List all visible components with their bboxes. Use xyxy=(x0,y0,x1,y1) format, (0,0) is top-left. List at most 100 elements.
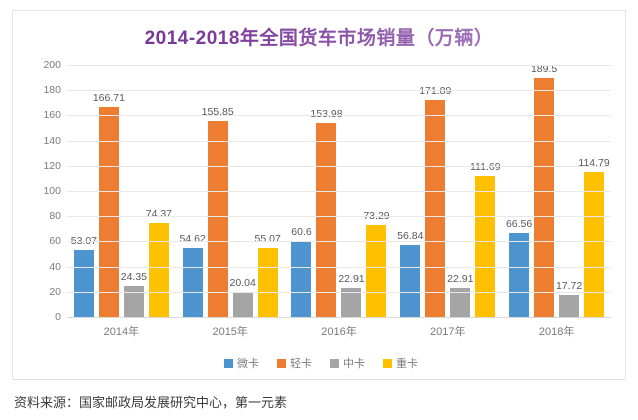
gridline xyxy=(67,65,611,66)
legend-swatch-icon xyxy=(383,358,392,368)
bar-slot: 56.84 xyxy=(397,65,424,317)
bar-slot: 166.71 xyxy=(93,65,125,317)
y-axis-tick-label: 20 xyxy=(49,285,61,298)
bar-slot: 189.5 xyxy=(530,63,558,317)
bar-slot: 22.91 xyxy=(447,65,474,317)
gridline xyxy=(67,115,611,117)
bar-group: 66.56 189.5 17.72 114.79 xyxy=(502,63,611,317)
bar-轻卡[interactable] xyxy=(534,78,555,317)
x-axis-tick-label: 2018年 xyxy=(538,326,575,338)
bar-value-label: 60.6 xyxy=(291,225,312,238)
legend-item-中卡[interactable]: 中卡 xyxy=(330,355,365,371)
bar-中卡[interactable] xyxy=(123,286,144,317)
bar-value-label: 73.29 xyxy=(363,210,389,222)
y-axis-tick-label: 100 xyxy=(43,185,61,197)
x-axis-tick-label: 2015年 xyxy=(212,326,248,338)
y-axis-tick-label: 80 xyxy=(49,210,61,223)
bar-value-label: 155.85 xyxy=(201,105,234,118)
gridline xyxy=(67,266,611,268)
y-axis-tick-label: 140 xyxy=(43,134,61,147)
bar-轻卡[interactable] xyxy=(425,100,446,317)
gridline xyxy=(67,291,611,293)
bar-轻卡[interactable] xyxy=(316,123,337,317)
bar-微卡[interactable] xyxy=(400,245,421,317)
bar-value-label: 24.35 xyxy=(120,271,148,284)
bar-value-label: 153.98 xyxy=(310,108,343,120)
legend-item-微卡[interactable]: 微卡 xyxy=(224,355,259,371)
bar-slot: 22.91 xyxy=(338,65,365,317)
bar-slot: 24.35 xyxy=(120,65,148,317)
bar-重卡[interactable] xyxy=(475,176,496,317)
legend-label: 轻卡 xyxy=(290,358,312,370)
y-axis: 200 180 160 140 120 100 80 60 40 20 0 xyxy=(31,59,61,323)
y-axis-tick-label: 160 xyxy=(43,109,61,122)
bar-微卡[interactable] xyxy=(291,240,312,317)
chart-title: 2014-2018年全国货车市场销量（万辆） xyxy=(13,23,625,50)
bar-slot: 153.98 xyxy=(310,65,343,317)
bar-value-label: 22.91 xyxy=(338,273,365,286)
y-axis-tick-label: 0 xyxy=(55,311,61,323)
bar-中卡[interactable] xyxy=(450,288,471,317)
bar-重卡[interactable] xyxy=(148,223,169,317)
gridline xyxy=(67,241,611,243)
chart-card: 2014-2018年全国货车市场销量（万辆） 200 180 160 140 120 10… xyxy=(12,10,626,380)
bar-重卡[interactable] xyxy=(257,247,278,317)
bar-group: 60.6 153.98 22.91 73.29 xyxy=(285,65,394,317)
bar-value-label: 66.56 xyxy=(505,218,533,231)
bar-value-label: 20.04 xyxy=(229,276,256,289)
bar-slot: 111.69 xyxy=(470,65,501,317)
bar-value-label: 53.07 xyxy=(70,235,98,248)
bar-slot: 60.6 xyxy=(291,65,312,317)
bar-轻卡[interactable] xyxy=(207,120,228,317)
bar-slot: 74.37 xyxy=(145,65,173,317)
x-axis-tick-label: 2017年 xyxy=(430,326,466,338)
bar-重卡[interactable] xyxy=(584,172,605,317)
legend-label: 中卡 xyxy=(343,358,365,370)
bar-重卡[interactable] xyxy=(366,224,387,317)
plot-wrapper: 200 180 160 140 120 100 80 60 40 20 0 53.07 166.71 2… xyxy=(31,59,611,370)
gridline xyxy=(67,317,611,318)
bar-中卡[interactable] xyxy=(232,291,253,317)
bar-group: 56.84 171.89 22.91 111.69 xyxy=(393,65,502,317)
gridline xyxy=(67,165,611,167)
bar-value-label: 22.91 xyxy=(447,273,474,286)
legend-label: 重卡 xyxy=(396,358,418,370)
bar-slot: 155.85 xyxy=(202,65,234,317)
bar-value-label: 114.79 xyxy=(578,157,610,170)
legend-item-轻卡[interactable]: 轻卡 xyxy=(277,355,312,371)
gridline xyxy=(67,216,611,218)
y-axis-tick-label: 180 xyxy=(43,84,61,97)
y-axis-tick-label: 200 xyxy=(43,59,61,71)
bar-value-label: 166.71 xyxy=(92,91,125,104)
legend-label: 微卡 xyxy=(237,358,259,370)
bar-轻卡[interactable] xyxy=(98,106,119,317)
bar-中卡[interactable] xyxy=(341,288,362,317)
bar-slot: 20.04 xyxy=(229,65,256,317)
y-axis-tick-label: 40 xyxy=(49,260,61,273)
bar-value-label: 171.89 xyxy=(419,85,452,98)
bar-slot: 17.72 xyxy=(556,65,582,317)
bar-groups: 53.07 166.71 24.35 74.37 54.62 155.85 20.04 55.… xyxy=(67,63,611,317)
x-axis-labels: 2014年 2015年 2016年 2017年 2018年 xyxy=(67,323,611,339)
legend-swatch-icon xyxy=(330,358,339,368)
bar-value-label: 56.84 xyxy=(397,230,424,243)
y-axis-tick-label: 120 xyxy=(43,159,61,172)
legend-swatch-icon xyxy=(277,358,286,368)
legend-item-重卡[interactable]: 重卡 xyxy=(383,355,418,371)
legend-swatch-icon xyxy=(224,358,233,368)
bar-微卡[interactable] xyxy=(509,233,530,317)
bar-中卡[interactable] xyxy=(559,294,580,317)
bar-微卡[interactable] xyxy=(182,248,203,317)
bar-value-label: 55.07 xyxy=(254,232,281,245)
source-note: 资料来源：国家邮政局发展研究中心，第一元素 xyxy=(14,395,288,410)
bar-slot: 66.56 xyxy=(505,65,533,317)
bar-value-label: 74.37 xyxy=(145,208,173,221)
gridline xyxy=(67,90,611,92)
bar-value-label: 189.5 xyxy=(530,63,558,76)
bar-slot: 73.29 xyxy=(363,65,390,317)
bar-value-label: 54.62 xyxy=(179,233,206,246)
bar-微卡[interactable] xyxy=(73,250,94,317)
plot-area: 53.07 166.71 24.35 74.37 54.62 155.85 20.04 55.… xyxy=(67,63,611,318)
gridline xyxy=(67,140,611,142)
